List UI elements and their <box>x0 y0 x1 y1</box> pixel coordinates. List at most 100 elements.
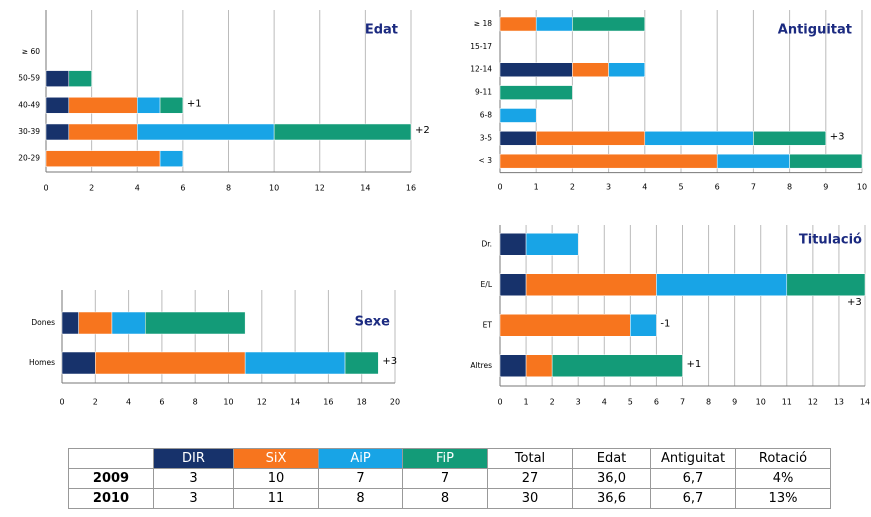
y-tick-label: Homes <box>29 358 55 367</box>
x-tick-label: 9 <box>732 398 737 407</box>
y-tick-label: 9-11 <box>475 88 492 97</box>
table-cell: 7 <box>318 468 403 489</box>
bar-segment <box>137 123 275 141</box>
table-cell: 36,6 <box>572 488 651 509</box>
legend-header-cell: FiP <box>402 448 488 469</box>
y-tick-label: < 3 <box>479 156 493 165</box>
table-cell: 6,7 <box>650 488 736 509</box>
bar-segment <box>630 314 657 337</box>
y-tick-label: Dr. <box>481 239 492 248</box>
x-tick-label: 0 <box>43 184 48 193</box>
row-label: 2009 <box>68 468 154 489</box>
table-cell: 30 <box>487 488 573 509</box>
header-row: DIR SiX AiP FiP Total Edat Antiguitat Rotació <box>68 448 831 469</box>
x-tick-label: 12 <box>808 398 818 407</box>
table-cell: 8 <box>318 488 403 509</box>
bar-segment <box>656 273 788 296</box>
x-tick-label: 2 <box>89 184 94 193</box>
header-cell: Rotació <box>735 448 831 469</box>
empty-cell <box>68 448 154 469</box>
bar-segment <box>499 314 631 337</box>
bar-segment <box>244 351 346 375</box>
x-tick-label: 2 <box>550 398 555 407</box>
bar-segment <box>535 131 646 146</box>
bar-segment <box>551 354 683 377</box>
y-tick-label: 50-59 <box>18 74 40 83</box>
y-tick-label: ≥ 60 <box>22 47 40 56</box>
bar-segment <box>61 311 79 335</box>
bar-segment <box>499 354 527 377</box>
legend-header-cell: SiX <box>233 448 319 469</box>
bar-segment <box>273 123 412 141</box>
x-tick-label: 4 <box>135 184 140 193</box>
bar-segment <box>137 97 161 114</box>
bar-segment <box>45 97 70 114</box>
x-tick-label: 8 <box>193 398 198 407</box>
annotation: -1 <box>660 318 670 329</box>
bar-segment <box>535 16 573 32</box>
bar-segment <box>525 354 553 377</box>
table-cell: 8 <box>402 488 488 509</box>
x-tick-label: 6 <box>654 398 659 407</box>
x-tick-label: 8 <box>226 184 231 193</box>
y-tick-label: 15-17 <box>470 42 492 51</box>
bar-segment <box>525 273 657 296</box>
table-cell: 3 <box>153 488 234 509</box>
annotation: +1 <box>687 359 702 370</box>
x-tick-label: 7 <box>751 183 756 192</box>
x-tick-label: 8 <box>706 398 711 407</box>
bar-segment <box>111 311 146 335</box>
x-tick-label: 8 <box>787 183 792 192</box>
bar-segment <box>145 311 246 335</box>
bar-segment <box>499 233 527 256</box>
x-tick-label: 10 <box>269 184 279 193</box>
bar-segment <box>572 16 646 32</box>
x-tick-label: 4 <box>602 398 607 407</box>
x-tick-label: 0 <box>497 183 502 192</box>
bar-segment <box>95 351 246 375</box>
y-tick-label: 40-49 <box>18 100 40 109</box>
table-cell: 7 <box>402 468 488 489</box>
bar-segment <box>499 131 537 146</box>
bar-segment <box>753 131 827 146</box>
x-tick-label: 14 <box>290 398 300 407</box>
header-cell: Antiguitat <box>650 448 736 469</box>
table-row: 2010 3 11 8 8 30 36,6 6,7 13% <box>68 488 831 509</box>
x-tick-label: 9 <box>823 183 828 192</box>
x-tick-label: 10 <box>223 398 233 407</box>
bar-segment <box>344 351 379 375</box>
table-cell: 36,0 <box>572 468 651 489</box>
x-tick-label: 4 <box>642 183 647 192</box>
chart-title: Edat <box>365 23 398 38</box>
bar-segment <box>608 62 646 77</box>
bar-segment <box>786 273 866 296</box>
table-cell: 6,7 <box>650 468 736 489</box>
bar-segment <box>45 150 161 167</box>
bar-segment <box>68 97 138 114</box>
x-tick-label: 1 <box>524 398 529 407</box>
table-cell: 11 <box>233 488 319 509</box>
y-tick-label: 30-39 <box>18 127 40 136</box>
y-tick-label: 3-5 <box>480 133 492 142</box>
bar-segment <box>572 62 609 77</box>
chart-title: Antiguitat <box>778 23 852 38</box>
bar-segment <box>68 70 92 87</box>
table-row: 2009 3 10 7 7 27 36,0 6,7 4% <box>68 468 831 489</box>
bar-segment <box>159 150 184 167</box>
bar-segment <box>644 131 754 146</box>
x-tick-label: 7 <box>680 398 685 407</box>
table-cell: 27 <box>487 468 573 489</box>
x-tick-label: 16 <box>406 184 416 193</box>
bar-segment <box>499 273 527 296</box>
y-tick-label: E/L <box>481 280 493 289</box>
x-tick-label: 6 <box>715 183 720 192</box>
bar-segment <box>499 85 573 100</box>
header-cell: Total <box>487 448 573 469</box>
x-tick-label: 5 <box>628 398 633 407</box>
bar-segment <box>525 233 579 256</box>
x-tick-label: 3 <box>576 398 581 407</box>
x-tick-label: 6 <box>180 184 185 193</box>
x-tick-label: 6 <box>159 398 164 407</box>
x-tick-label: 12 <box>257 398 267 407</box>
x-tick-label: 13 <box>834 398 844 407</box>
